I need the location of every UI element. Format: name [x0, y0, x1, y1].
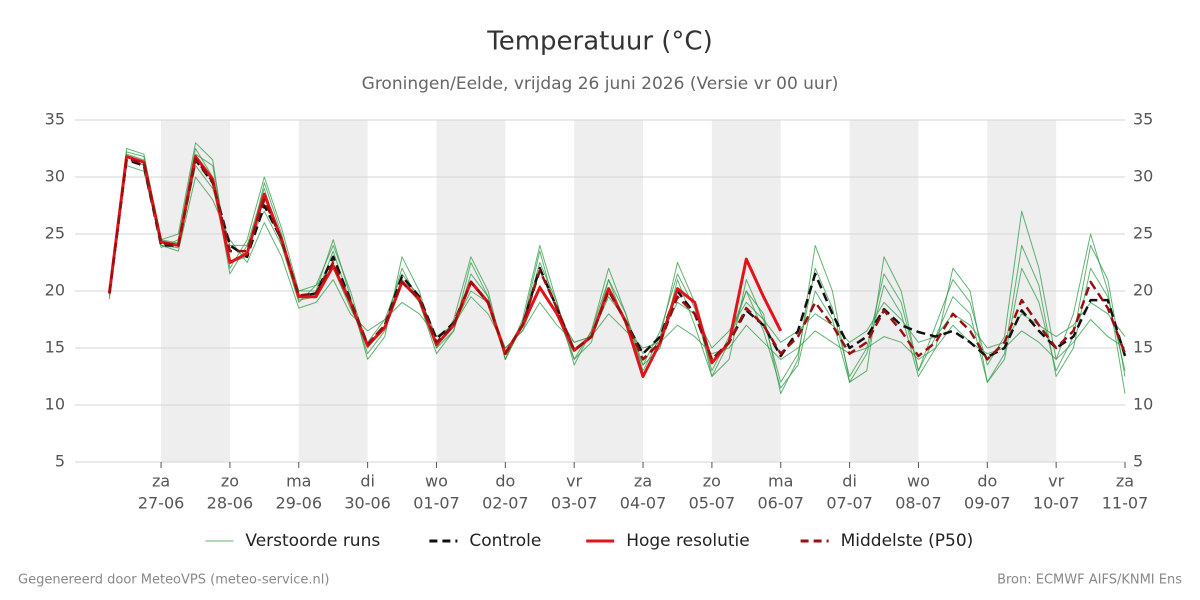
x-tick-date: 10-07 — [1033, 494, 1080, 513]
x-tick-date: 05-07 — [689, 494, 736, 513]
y2-tick-label: 30 — [1133, 167, 1153, 186]
y2-tick-label: 20 — [1133, 281, 1153, 300]
x-tick-label: vr — [1048, 472, 1064, 491]
y-tick-label: 35 — [45, 110, 65, 129]
x-tick-label: za — [634, 472, 652, 491]
x-tick-date: 01-07 — [413, 494, 460, 513]
ensemble-line — [108, 142, 1126, 383]
footer-left: Gegenereerd door MeteoVPS (meteo-service… — [18, 573, 329, 588]
x-tick-label: zo — [703, 472, 721, 491]
x-tick-label: di — [360, 472, 375, 491]
y2-tick-label: 25 — [1133, 224, 1153, 243]
y-tick-label: 30 — [45, 167, 65, 186]
legend-label: Controle — [469, 531, 541, 551]
x-tick-date: 09-07 — [964, 494, 1011, 513]
x-tick-date: 08-07 — [895, 494, 942, 513]
x-tick-label: vr — [566, 472, 582, 491]
x-tick-label: wo — [907, 472, 930, 491]
chart-title: Temperatuur (°C) — [486, 27, 712, 57]
x-tick-date: 30-06 — [344, 494, 391, 513]
y-tick-label: 20 — [45, 281, 65, 300]
x-tick-label: za — [152, 472, 170, 491]
x-tick-date: 02-07 — [482, 494, 529, 513]
x-tick-label: do — [495, 472, 515, 491]
x-tick-date: 27-06 — [138, 494, 185, 513]
legend-label: Hoge resolutie — [626, 531, 750, 551]
series-line — [108, 157, 1127, 361]
x-tick-label: di — [842, 472, 857, 491]
x-tick-label: ma — [768, 472, 793, 491]
y-tick-label: 15 — [45, 338, 65, 357]
x-tick-date: 06-07 — [757, 494, 804, 513]
y2-tick-label: 10 — [1133, 395, 1153, 414]
x-tick-label: ma — [286, 472, 311, 491]
x-tick-date: 04-07 — [620, 494, 667, 513]
footer-right: Bron: ECMWF AIFS/KNMI Ens — [997, 573, 1182, 588]
x-tick-date: 07-07 — [826, 494, 873, 513]
legend-label: Verstoorde runs — [245, 531, 380, 551]
y2-tick-label: 5 — [1133, 452, 1143, 471]
x-tick-date: 29-06 — [276, 494, 323, 513]
x-tick-date: 11-07 — [1102, 494, 1149, 513]
legend-label: Middelste (P50) — [841, 531, 974, 551]
x-tick-date: 03-07 — [551, 494, 598, 513]
y2-tick-label: 35 — [1133, 110, 1153, 129]
y2-tick-label: 15 — [1133, 338, 1153, 357]
x-tick-date: 28-06 — [207, 494, 254, 513]
ensemble-line — [108, 165, 1126, 360]
ensemble-line — [108, 151, 1126, 389]
x-tick-label: zo — [221, 472, 239, 491]
x-tick-label: za — [1116, 472, 1134, 491]
y-tick-label: 5 — [55, 452, 65, 471]
y-tick-label: 25 — [45, 224, 65, 243]
x-tick-label: wo — [425, 472, 448, 491]
x-tick-label: do — [977, 472, 997, 491]
chart-subtitle: Groningen/Eelde, vrijdag 26 juni 2026 (V… — [362, 74, 839, 94]
y-tick-label: 10 — [45, 395, 65, 414]
